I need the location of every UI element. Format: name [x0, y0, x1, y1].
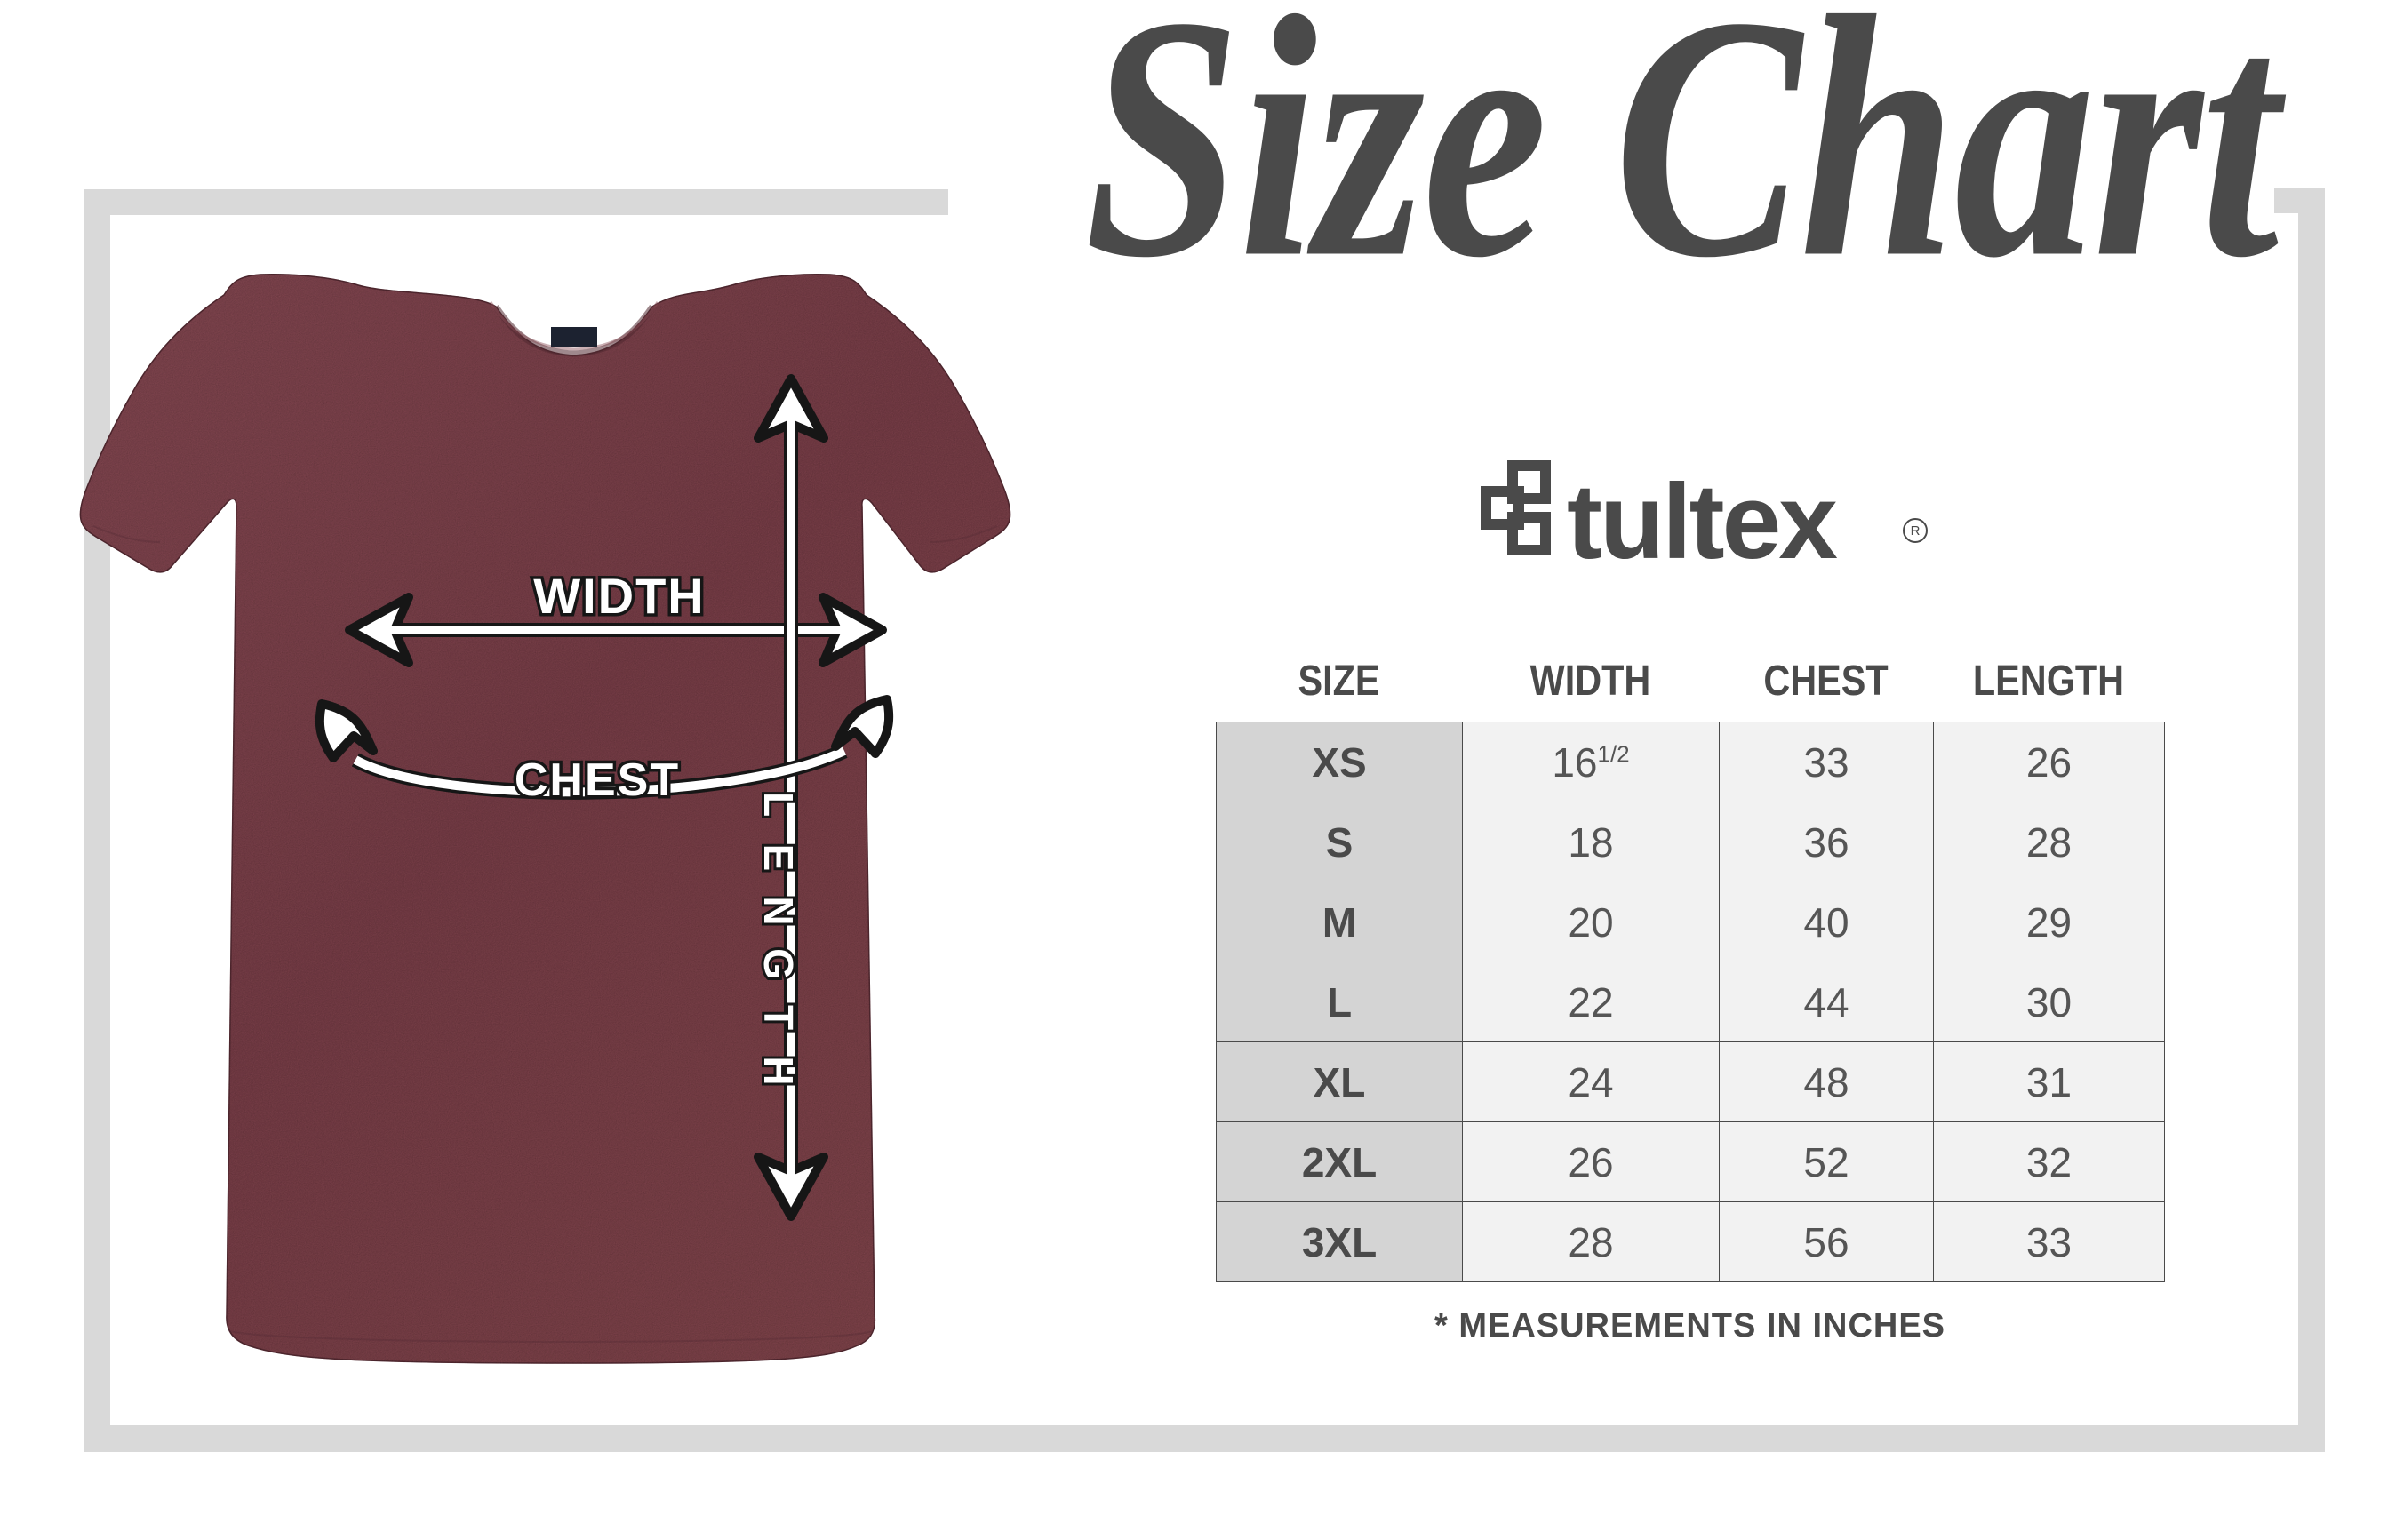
svg-text:CHEST: CHEST [515, 754, 680, 806]
svg-text:R: R [1911, 523, 1921, 539]
svg-text:N: N [755, 896, 802, 925]
svg-text:T: T [755, 1005, 802, 1030]
svg-text:H: H [755, 1056, 802, 1085]
svg-text:G: G [755, 948, 802, 980]
svg-text:L: L [755, 792, 802, 817]
svg-text:WIDTH: WIDTH [533, 568, 706, 624]
svg-text:E: E [755, 844, 802, 872]
svg-text:tultex: tultex [1567, 462, 1837, 581]
